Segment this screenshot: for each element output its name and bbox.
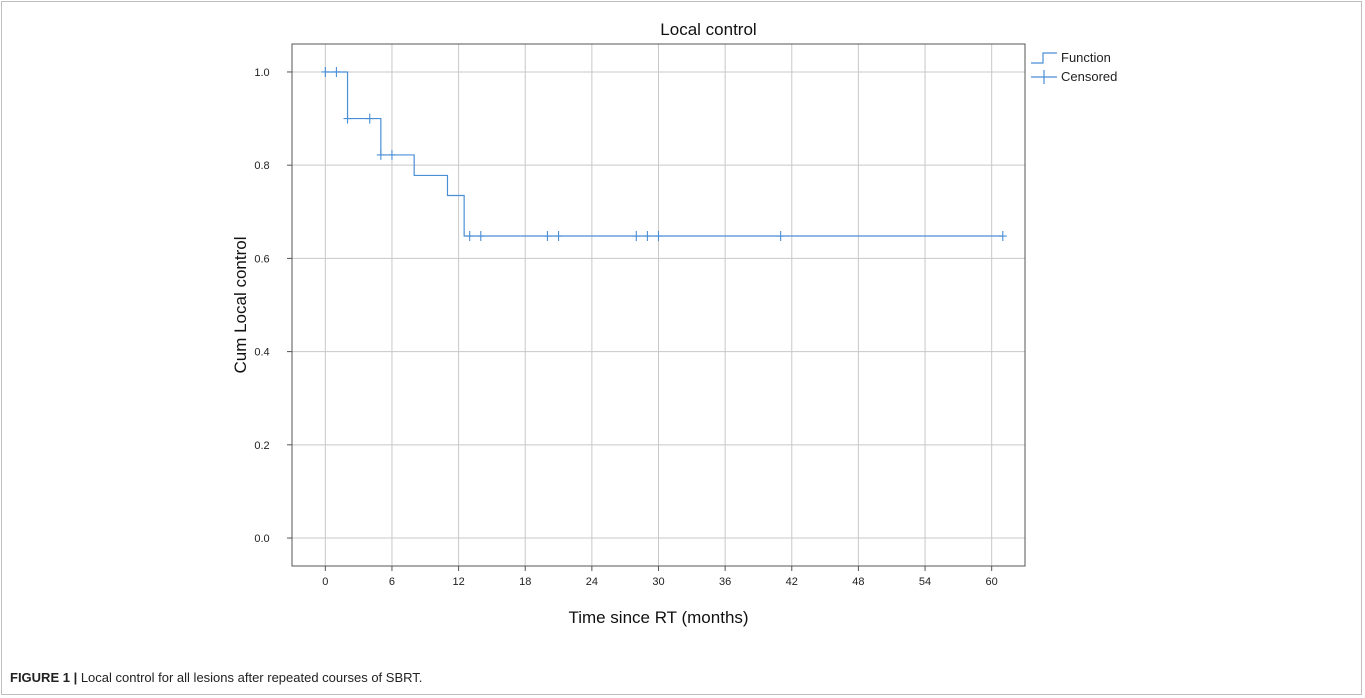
caption-text: Local control for all lesions after repe… (81, 670, 423, 685)
x-tick-label: 0 (322, 576, 328, 588)
chart-title: Local control (660, 20, 756, 39)
x-tick-label: 60 (986, 576, 998, 588)
y-tick-label: 0.0 (254, 533, 269, 545)
series-layer (321, 67, 1006, 241)
legend-censored-label: Censored (1061, 69, 1117, 84)
legend-function-swatch (1031, 53, 1057, 63)
grid-layer (292, 44, 1025, 566)
censored-marker (643, 231, 651, 241)
x-tick-label: 36 (719, 576, 731, 588)
caption-label: FIGURE 1 | (10, 670, 77, 685)
x-tick-label: 24 (586, 576, 598, 588)
censored-marker (999, 231, 1007, 241)
censored-marker (543, 231, 551, 241)
x-tick-label: 12 (452, 576, 464, 588)
y-tick-label: 1.0 (254, 67, 269, 79)
y-axis-title: Cum Local control (231, 236, 250, 373)
censored-marker (466, 231, 474, 241)
y-axis: 0.0 0.2 0.4 0.6 0.8 1.0 (254, 67, 292, 545)
y-tick-label: 0.4 (254, 347, 269, 359)
censored-marker (344, 114, 352, 124)
censored-marker (377, 150, 385, 160)
x-tick-label: 30 (652, 576, 664, 588)
legend-censored-swatch (1031, 70, 1057, 84)
censored-marker (555, 231, 563, 241)
x-tick-label: 42 (786, 576, 798, 588)
figure-caption: FIGURE 1 | Local control for all lesions… (10, 670, 422, 685)
x-tick-label: 18 (519, 576, 531, 588)
x-axis-title: Time since RT (months) (568, 608, 748, 627)
x-tick-label: 54 (919, 576, 931, 588)
function-step-line (325, 72, 1002, 236)
censored-marker (632, 231, 640, 241)
y-tick-label: 0.8 (254, 160, 269, 172)
censored-marker (388, 150, 396, 160)
legend: Function Censored (1031, 50, 1117, 84)
x-tick-label: 6 (389, 576, 395, 588)
x-axis: 0 6 12 18 24 30 36 42 48 54 60 (322, 566, 998, 588)
censored-marker (477, 231, 485, 241)
legend-function-label: Function (1061, 50, 1111, 65)
censored-marker (366, 114, 374, 124)
censored-marker (655, 231, 663, 241)
censored-marker (777, 231, 785, 241)
censored-marker (321, 67, 329, 77)
x-tick-label: 48 (852, 576, 864, 588)
censored-marker (332, 67, 340, 77)
y-tick-label: 0.2 (254, 440, 269, 452)
y-tick-label: 0.6 (254, 253, 269, 265)
